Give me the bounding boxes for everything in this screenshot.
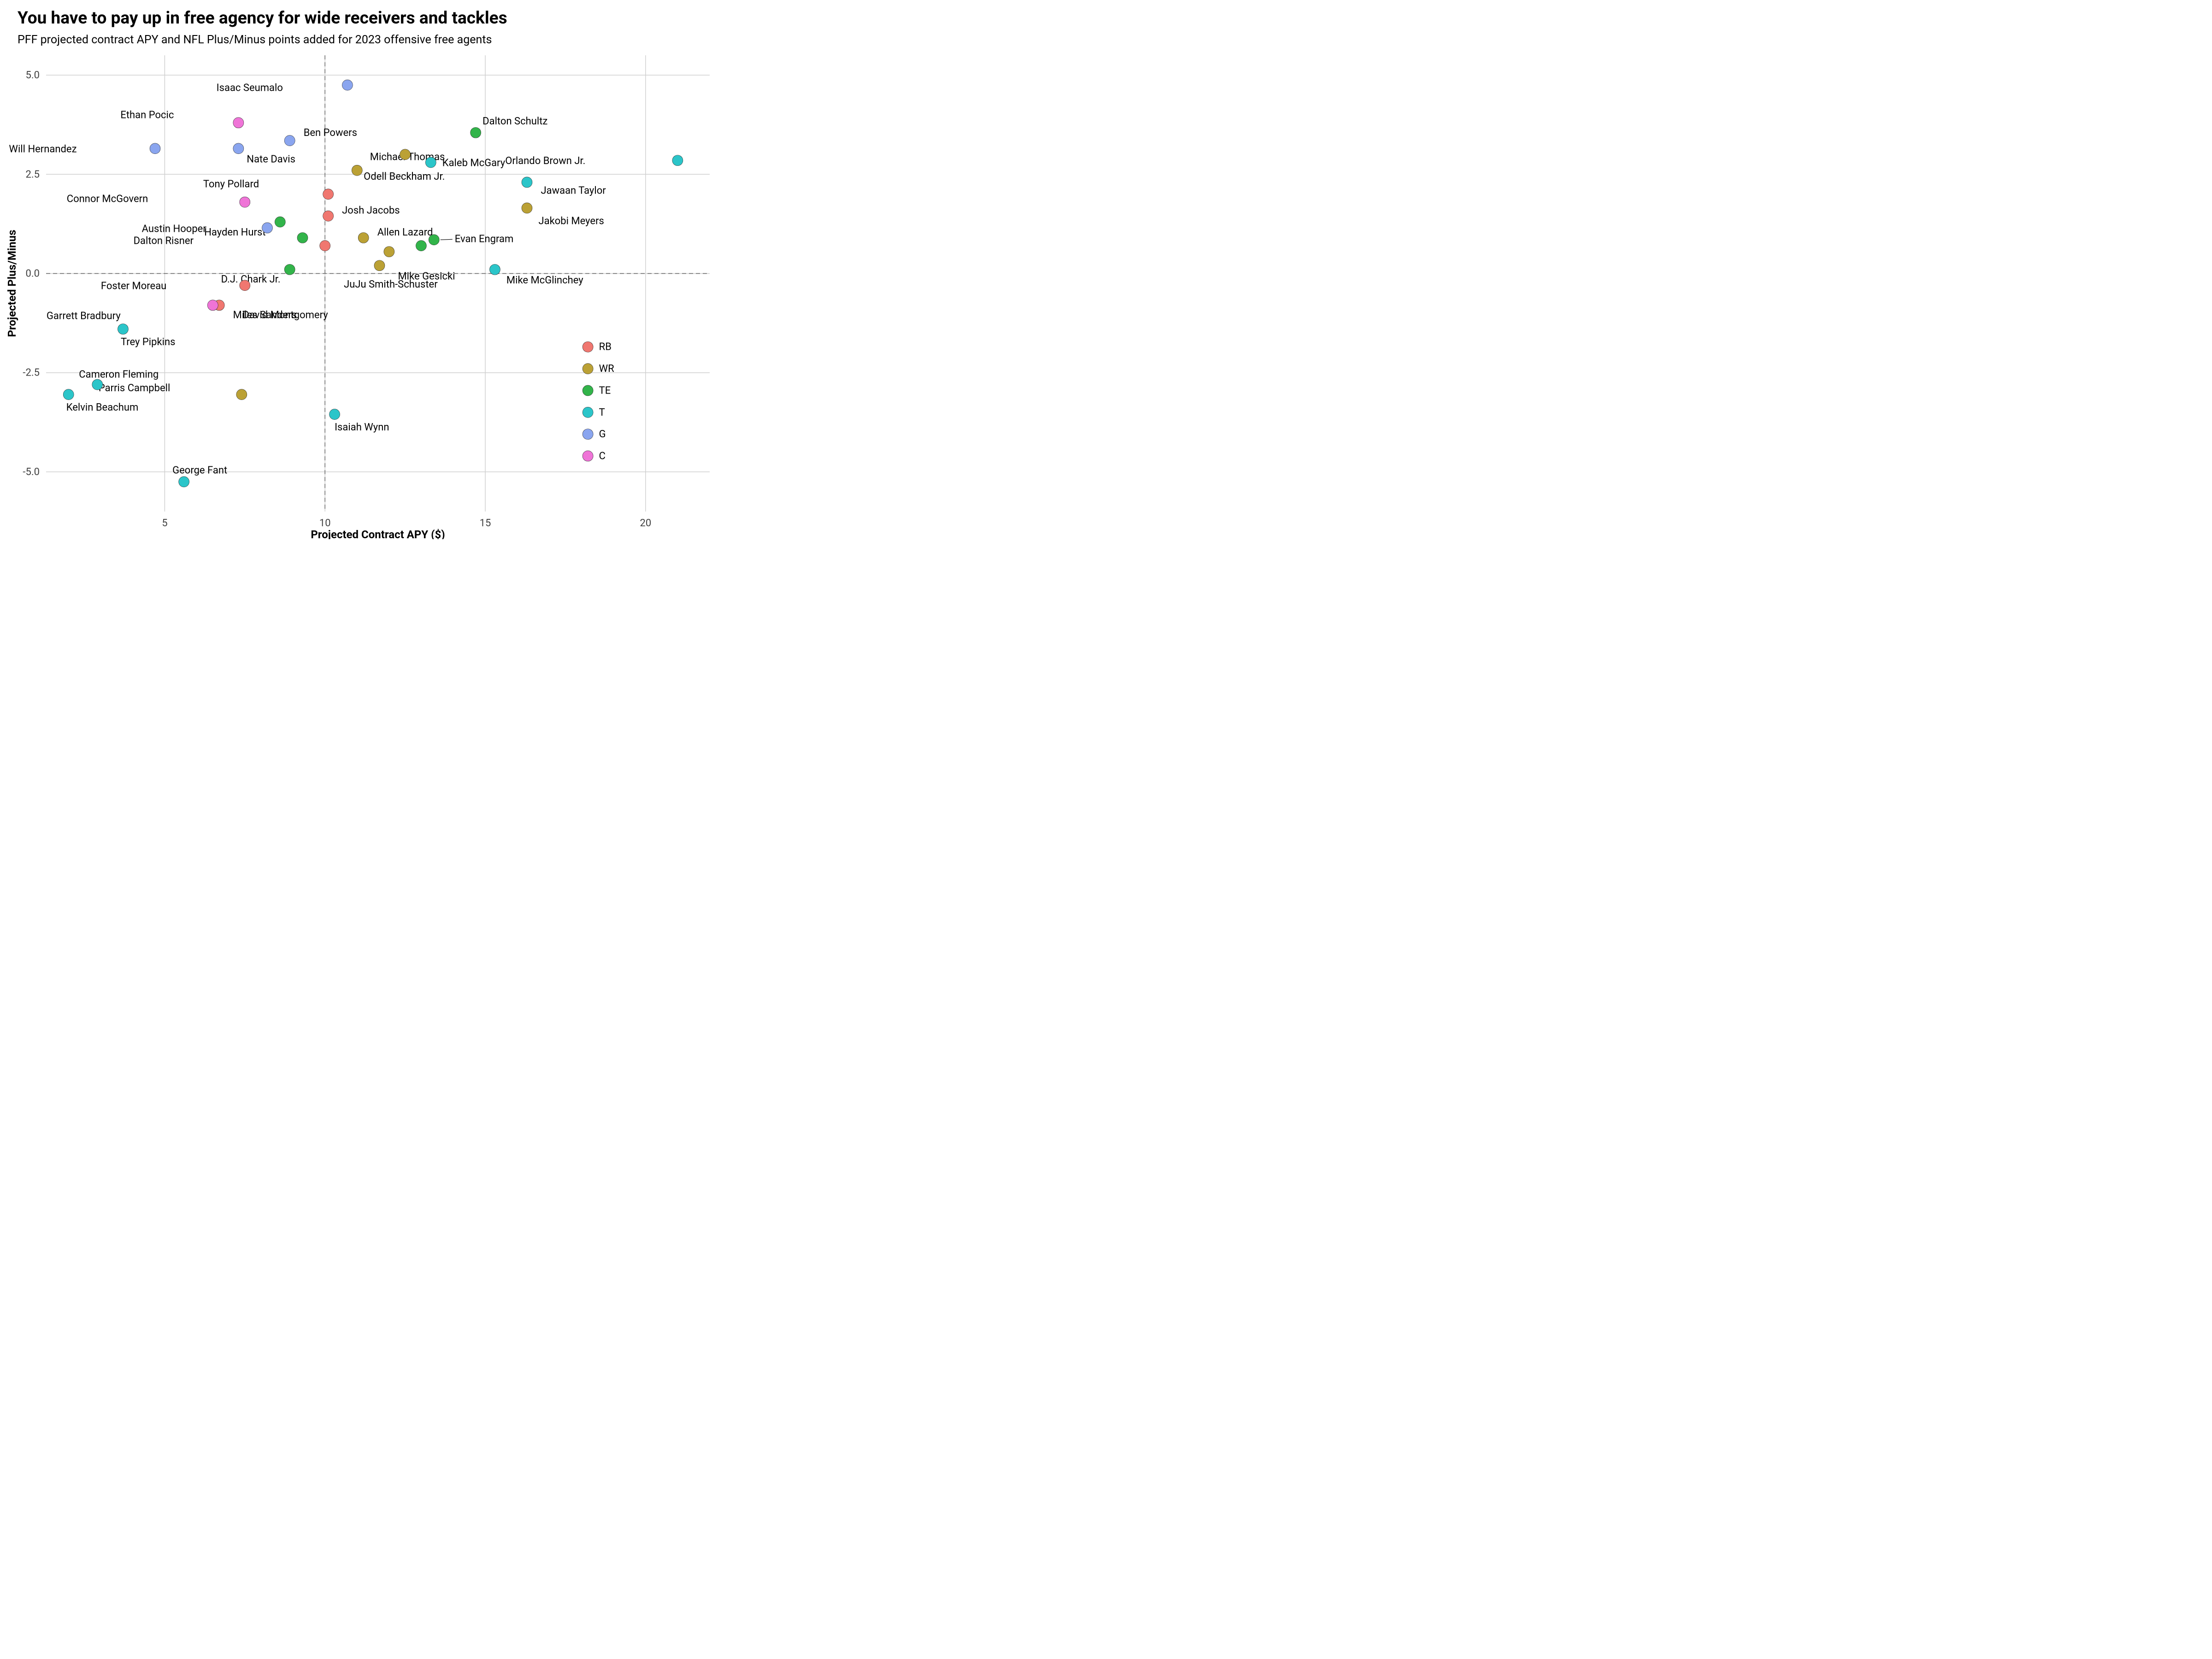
- point-label: Garrett Bradbury: [47, 310, 121, 322]
- data-point: [352, 165, 362, 176]
- data-point: [240, 280, 250, 291]
- point-label: Kaleb McGary: [442, 157, 506, 169]
- legend-swatch: [582, 407, 593, 418]
- legend-label: WR: [599, 363, 615, 375]
- x-axis-title: Projected Contract APY ($): [311, 528, 445, 539]
- data-point: [374, 260, 385, 271]
- point-label: David Montgomery: [243, 309, 329, 321]
- point-label: Ben Powers: [304, 127, 357, 139]
- x-tick-label: 5: [162, 518, 167, 529]
- point-label: Kelvin Beachum: [66, 402, 139, 413]
- data-point: [522, 203, 532, 213]
- legend-label: RB: [599, 341, 612, 353]
- point-label: Austin Hooper: [142, 224, 207, 235]
- point-label: Mike McGlinchey: [506, 275, 583, 286]
- chart-container: You have to pay up in free agency for wi…: [0, 0, 719, 539]
- point-label: Will Hernandez: [9, 143, 76, 155]
- data-point: [118, 324, 128, 335]
- data-point: [429, 235, 439, 245]
- data-point: [323, 211, 334, 221]
- y-tick-label: -2.5: [23, 367, 40, 379]
- point-label: Jawaan Taylor: [541, 185, 606, 196]
- point-label: Tony Pollard: [203, 178, 259, 190]
- data-point: [672, 155, 683, 166]
- x-tick-label: 15: [480, 518, 491, 529]
- point-label: Jakobi Meyers: [538, 215, 604, 227]
- data-point: [320, 241, 330, 251]
- data-point: [425, 157, 436, 168]
- point-label: Odell Beckham Jr.: [364, 171, 445, 182]
- data-point: [297, 233, 308, 243]
- data-point: [150, 143, 160, 154]
- scatter-plot: 5 10 15 20 -5.0 -2.5 0.0 2.5 5.0 Projected Contra…: [0, 0, 719, 539]
- legend-swatch: [582, 341, 593, 352]
- point-label: D.J. Chark Jr.: [221, 274, 281, 285]
- y-tick-label: 2.5: [25, 169, 40, 180]
- point-label: JuJu Smith-Schuster: [344, 279, 438, 290]
- point-label: Dalton Schultz: [482, 116, 547, 127]
- data-point: [489, 264, 500, 275]
- point-label: Nate Davis: [247, 153, 295, 165]
- point-label: Connor McGovern: [67, 194, 148, 205]
- point-label: Cameron Fleming: [79, 369, 159, 381]
- legend-swatch: [582, 429, 593, 440]
- point-label: George Fant: [172, 465, 227, 476]
- point-label: Allen Lazard: [377, 227, 433, 238]
- data-point: [323, 189, 334, 200]
- data-point: [384, 247, 394, 257]
- x-tick-label: 20: [640, 518, 652, 529]
- legend-swatch: [582, 385, 593, 396]
- y-tick-label: 5.0: [25, 70, 40, 81]
- point-label: Hayden Hurst: [204, 227, 265, 238]
- data-point: [207, 300, 218, 311]
- data-point: [284, 264, 295, 275]
- data-point: [262, 223, 273, 233]
- data-point: [236, 389, 247, 400]
- data-point: [416, 241, 426, 251]
- point-label: Trey Pipkins: [121, 336, 176, 348]
- point-label: Dalton Risner: [134, 235, 194, 247]
- point-label: Josh Jacobs: [342, 205, 400, 217]
- legend-swatch: [582, 364, 593, 374]
- data-point: [240, 197, 250, 207]
- data-point: [63, 389, 74, 400]
- point-label: Evan Engram: [455, 233, 514, 245]
- legend-label: TE: [599, 385, 611, 396]
- data-point: [92, 379, 103, 390]
- point-label: Ethan Pocic: [120, 109, 174, 121]
- point-label: Foster Moreau: [101, 280, 166, 292]
- legend-label: C: [599, 450, 606, 462]
- data-point: [233, 143, 244, 154]
- point-label: Orlando Brown Jr.: [505, 155, 585, 167]
- data-point: [329, 409, 340, 420]
- data-point: [471, 127, 481, 138]
- point-label: Isaac Seumalo: [217, 82, 283, 94]
- point-label: Parris Campbell: [99, 382, 170, 394]
- data-point: [342, 80, 353, 90]
- point-label: Isaiah Wynn: [335, 422, 389, 433]
- y-axis-title: Projected Plus/Minus: [6, 230, 18, 337]
- data-point: [400, 149, 411, 160]
- data-point: [179, 477, 189, 487]
- legend-label: T: [599, 407, 605, 418]
- y-tick-label: 0.0: [25, 268, 40, 279]
- legend-swatch: [582, 451, 593, 461]
- data-point: [522, 177, 532, 188]
- data-point: [233, 118, 244, 128]
- data-point: [284, 135, 295, 146]
- x-tick-label: 10: [319, 518, 331, 529]
- data-point: [358, 233, 369, 243]
- data-point: [275, 217, 285, 227]
- y-tick-label: -5.0: [23, 466, 40, 478]
- legend-label: G: [599, 429, 606, 440]
